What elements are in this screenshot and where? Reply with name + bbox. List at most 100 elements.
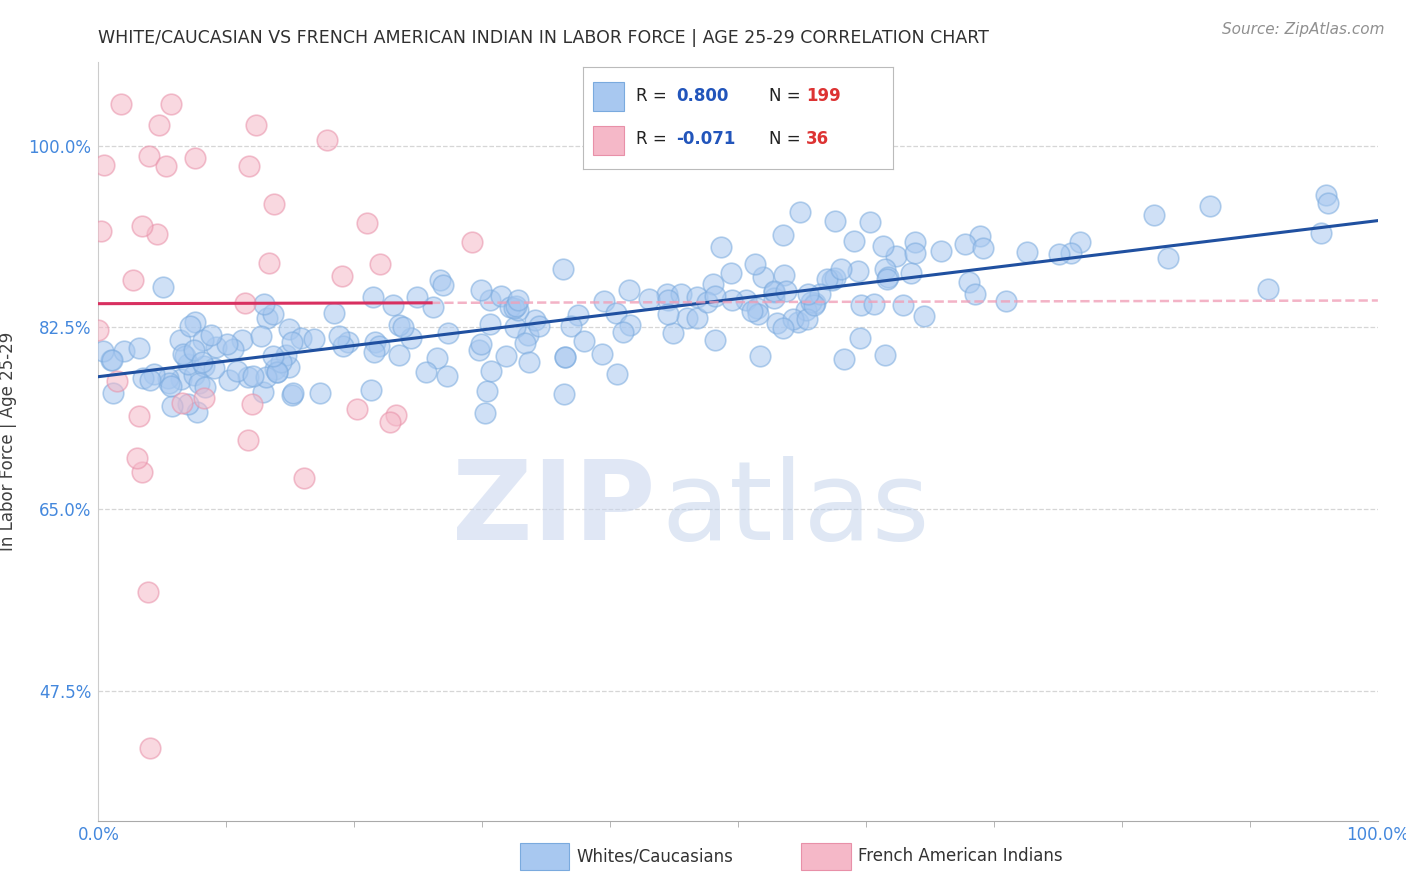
- Point: [794, 303, 817, 318]
- Point: [215, 336, 238, 351]
- Text: 36: 36: [806, 129, 830, 148]
- Point: [876, 269, 898, 284]
- Point: [292, 471, 315, 485]
- Point: [862, 297, 884, 311]
- Point: [425, 351, 447, 365]
- Point: [1143, 209, 1166, 223]
- Point: [177, 396, 200, 410]
- Point: [138, 149, 160, 163]
- Point: [385, 408, 408, 422]
- Point: [766, 316, 789, 330]
- Point: [90, 224, 112, 238]
- Point: [226, 364, 249, 378]
- Point: [800, 295, 823, 310]
- Point: [900, 266, 922, 280]
- Point: [516, 328, 538, 343]
- Point: [139, 374, 162, 388]
- Point: [125, 450, 148, 465]
- Point: [554, 350, 576, 364]
- Text: atlas: atlas: [661, 457, 929, 563]
- Point: [748, 349, 770, 363]
- Point: [186, 405, 208, 419]
- Point: [262, 349, 284, 363]
- Point: [669, 287, 692, 301]
- Point: [93, 158, 115, 172]
- Point: [240, 397, 263, 411]
- Point: [249, 328, 271, 343]
- Point: [315, 133, 337, 147]
- Point: [762, 291, 785, 305]
- Point: [356, 216, 378, 230]
- Point: [415, 365, 437, 379]
- Point: [1069, 235, 1091, 250]
- Point: [772, 268, 794, 282]
- Text: 199: 199: [806, 87, 841, 104]
- Point: [1157, 251, 1180, 265]
- Point: [436, 369, 458, 384]
- Point: [957, 275, 980, 289]
- Point: [169, 333, 191, 347]
- Point: [1047, 247, 1070, 261]
- Point: [929, 244, 952, 258]
- Point: [524, 313, 547, 327]
- Point: [432, 278, 454, 293]
- Text: R =: R =: [636, 129, 666, 148]
- Point: [91, 343, 114, 358]
- Point: [388, 348, 411, 362]
- Text: 0.800: 0.800: [676, 87, 728, 104]
- Point: [657, 307, 679, 321]
- Point: [763, 285, 786, 299]
- Text: French American Indians: French American Indians: [858, 847, 1063, 865]
- Point: [849, 331, 872, 345]
- Point: [157, 376, 180, 390]
- Point: [470, 283, 492, 297]
- Point: [517, 355, 540, 369]
- Point: [574, 334, 596, 349]
- Text: ZIP: ZIP: [451, 457, 655, 563]
- Point: [747, 307, 769, 321]
- Point: [204, 340, 226, 354]
- Point: [142, 367, 165, 381]
- Point: [891, 298, 914, 312]
- Point: [710, 239, 733, 253]
- Point: [172, 346, 194, 360]
- Point: [128, 409, 150, 423]
- Point: [468, 343, 491, 357]
- Point: [405, 290, 427, 304]
- Point: [904, 245, 927, 260]
- Point: [499, 300, 522, 314]
- Point: [741, 304, 763, 318]
- Point: [606, 368, 628, 382]
- Point: [752, 269, 775, 284]
- Point: [131, 371, 153, 385]
- Point: [824, 270, 846, 285]
- Point: [194, 379, 217, 393]
- Point: [290, 331, 312, 345]
- Point: [804, 296, 827, 310]
- Point: [202, 361, 225, 376]
- Point: [184, 151, 207, 165]
- Point: [160, 399, 183, 413]
- Point: [274, 348, 297, 362]
- Point: [612, 325, 634, 339]
- Point: [100, 352, 122, 367]
- Point: [193, 359, 215, 373]
- Point: [278, 322, 301, 336]
- Point: [567, 309, 589, 323]
- Point: [554, 350, 576, 364]
- Point: [844, 234, 866, 248]
- Point: [281, 386, 304, 401]
- Point: [1015, 244, 1038, 259]
- Point: [527, 319, 550, 334]
- Point: [821, 273, 844, 287]
- Point: [242, 369, 264, 384]
- Point: [193, 333, 215, 347]
- Point: [824, 214, 846, 228]
- Point: [675, 311, 697, 326]
- Point: [969, 229, 991, 244]
- Text: Whites/Caucasians: Whites/Caucasians: [576, 847, 734, 865]
- Point: [110, 97, 132, 112]
- Point: [460, 235, 482, 249]
- Point: [655, 287, 678, 301]
- Point: [875, 262, 897, 277]
